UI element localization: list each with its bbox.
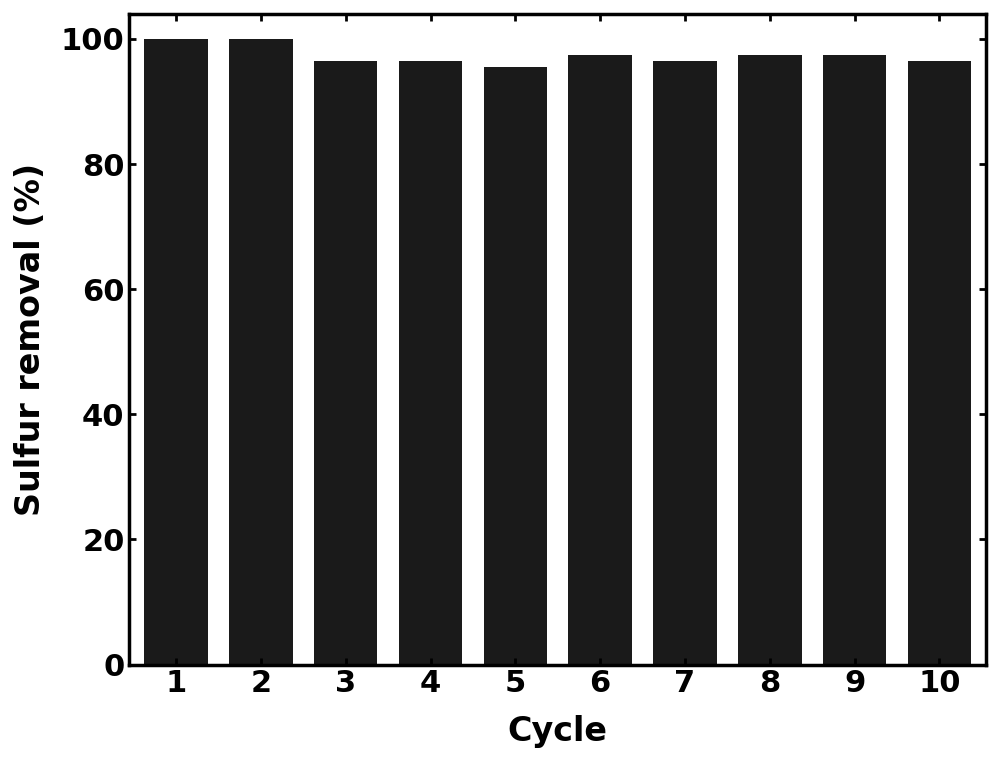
Bar [568, 55, 632, 664]
Bar [399, 61, 462, 664]
Bar [738, 55, 802, 664]
Bar [314, 61, 377, 664]
Bar [144, 39, 208, 664]
Bar [484, 67, 547, 664]
Bar [653, 61, 717, 664]
X-axis label: Cycle: Cycle [508, 715, 608, 748]
Bar [229, 39, 293, 664]
Bar [908, 61, 971, 664]
Bar [823, 55, 886, 664]
Y-axis label: Sulfur removal (%): Sulfur removal (%) [14, 162, 47, 516]
